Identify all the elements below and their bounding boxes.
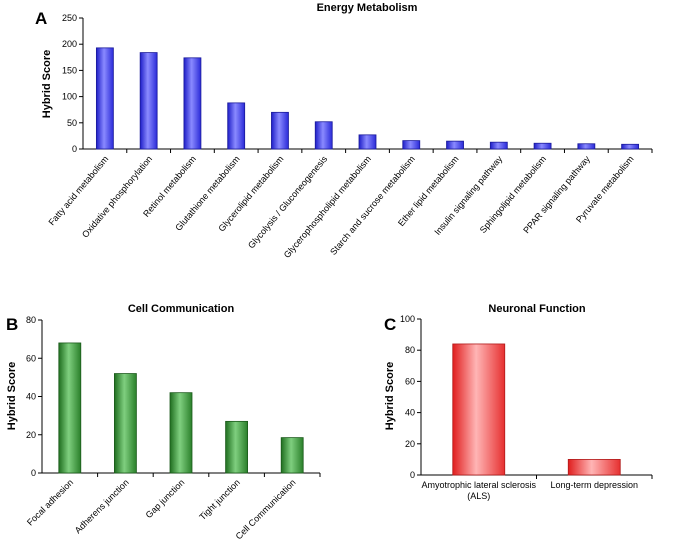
y-axis-title: Hybrid Score <box>384 362 396 430</box>
y-tick-label: 0 <box>72 144 77 154</box>
panel-letter-a: A <box>35 9 47 28</box>
y-tick-label: 50 <box>67 118 77 128</box>
bar <box>227 102 246 150</box>
panel-letter-b: B <box>6 315 18 334</box>
bar <box>577 143 596 150</box>
bar <box>402 140 421 150</box>
bar <box>225 420 249 474</box>
bar <box>183 57 202 150</box>
y-tick-label: 200 <box>62 39 77 49</box>
chart-title: Energy Metabolism <box>317 2 418 14</box>
chart-title: Neuronal Function <box>488 303 585 315</box>
y-tick-label: 80 <box>405 345 415 355</box>
y-tick-label: 40 <box>405 408 415 418</box>
y-axis-title: Hybrid Score <box>41 50 53 118</box>
chart-energy-metabolism: Energy Metabolism Hybrid Score 0 50 100 150 20… <box>41 2 653 260</box>
bar <box>169 392 193 474</box>
y-tick-label: 0 <box>410 470 415 480</box>
x-category-label: Starch and sucrose metabolism <box>328 154 417 257</box>
y-tick-label: 150 <box>62 65 77 75</box>
y-tick-label: 80 <box>26 315 36 325</box>
bar <box>271 111 289 150</box>
y-tick-label: 100 <box>400 314 415 324</box>
y-tick-label: 0 <box>31 468 36 478</box>
y-tick-label: 20 <box>405 439 415 449</box>
bar <box>280 437 304 474</box>
bar <box>114 373 137 474</box>
bar <box>314 121 333 150</box>
bar <box>489 141 508 150</box>
bar <box>95 47 114 150</box>
x-category-label: Glycolysis / Gluconeogenesis <box>246 153 330 250</box>
y-tick-label: 20 <box>26 430 36 440</box>
bar <box>139 52 158 150</box>
bar <box>58 342 82 474</box>
y-tick-label: 100 <box>62 92 77 102</box>
bar <box>567 458 621 476</box>
bar <box>533 142 552 150</box>
bar <box>446 140 464 150</box>
x-category-label: Amyotrophic lateral sclerosis (ALS) <box>421 480 536 501</box>
bar <box>621 143 640 150</box>
x-category-label: Gap junction <box>144 477 187 520</box>
bar <box>452 343 506 476</box>
chart-title: Cell Communication <box>128 303 235 315</box>
y-tick-label: 60 <box>405 376 415 386</box>
x-category-label: Glycerophospholipid metabolism <box>282 154 373 260</box>
x-category-label: Focal adhesion <box>25 477 75 527</box>
x-category-label: Adherens junction <box>73 477 131 535</box>
x-category-label: Tight junction <box>197 477 242 522</box>
chart-cell-communication: Cell Communication Hybrid Score 0 20 40 60 80 F… <box>6 303 321 541</box>
y-tick-label: 60 <box>26 353 36 363</box>
x-category-label: Long-term depression <box>550 480 638 490</box>
x-category-label: Cell Communication <box>234 477 298 541</box>
y-tick-label: 40 <box>26 392 36 402</box>
chart-neuronal-function: Neuronal Function Hybrid Score 0 20 40 60 80 10… <box>384 303 653 501</box>
panel-letter-c: C <box>384 315 396 334</box>
y-tick-label: 250 <box>62 13 77 23</box>
bar <box>358 134 377 150</box>
y-axis-title: Hybrid Score <box>6 362 18 430</box>
